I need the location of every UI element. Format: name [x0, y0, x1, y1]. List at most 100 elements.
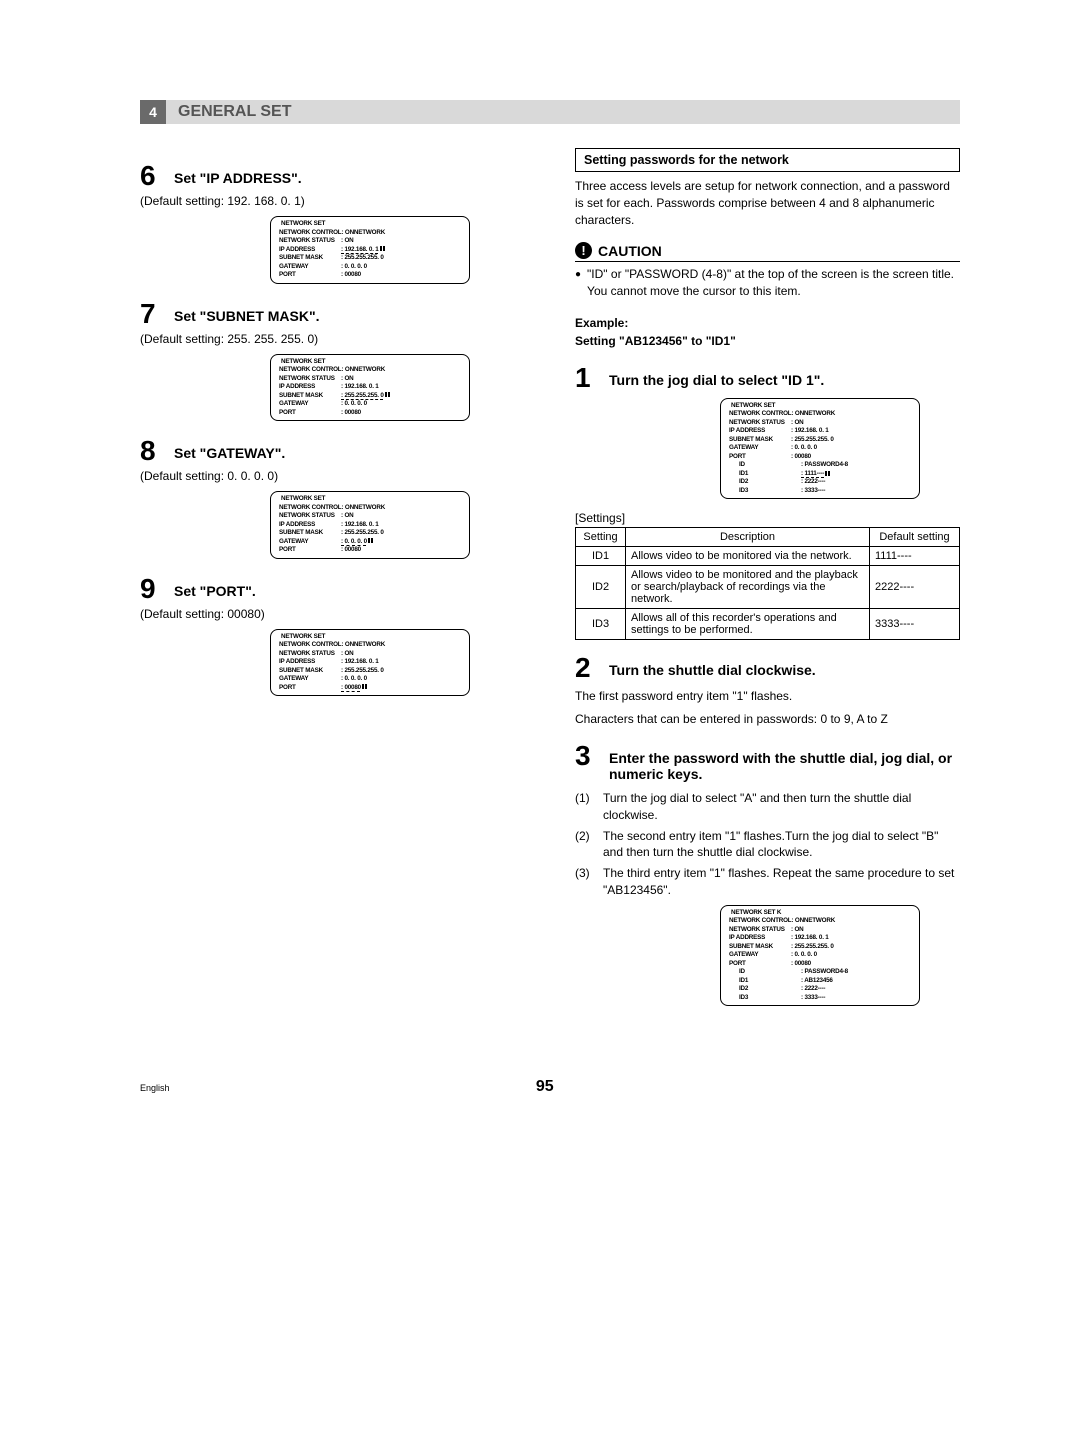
step-number: 1: [575, 364, 599, 392]
menu-row-label: PORT: [279, 409, 341, 418]
menu-row: IP ADDRESS: 192.168. 0. 1: [729, 934, 913, 943]
menu-row-label: PORT: [279, 546, 341, 555]
menu-row-label: PORT: [279, 271, 341, 280]
table-cell-desc: Allows all of this recorder's operations…: [626, 609, 870, 640]
menu-row-value: : 255.255.255. 0: [791, 943, 834, 952]
menu-row-value: : 00080: [791, 453, 811, 462]
list-item-text: The second entry item "1" flashes.Turn t…: [603, 828, 960, 862]
menu-row: NETWORK CONTROL: ONNETWORK: [279, 504, 463, 513]
menu-row-value: : 0. 0. 0. 0: [341, 263, 367, 272]
right-step-1: 1 Turn the jog dial to select "ID 1".: [575, 364, 960, 392]
menu-row-value: : 0. 0. 0. 0: [341, 675, 367, 684]
menu-row-value: : 255.255.255. 0: [341, 529, 384, 538]
menu-row: SUBNET MASK: 255.255.255. 0: [279, 667, 463, 676]
menu-header-line: NETWORK SET: [279, 633, 463, 642]
menu-row: NETWORK CONTROL: ONNETWORK: [729, 917, 913, 926]
menu-row-value: : 2222----: [801, 985, 825, 994]
menu-row-label: ID3: [739, 487, 801, 496]
step-title: Enter the password with the shuttle dial…: [609, 742, 960, 782]
menu-row-label: ID2: [739, 478, 801, 487]
menu-row: PORT: 00080: [279, 271, 463, 280]
left-step: 6Set "IP ADDRESS".: [140, 162, 525, 190]
menu-row-label: GATEWAY: [279, 263, 341, 272]
menu-row-label: ID1: [739, 977, 801, 986]
step-subtext: (Default setting: 255. 255. 255. 0): [140, 332, 525, 346]
caution-header: ! CAUTION: [575, 242, 960, 262]
list-item-number: (1): [575, 790, 597, 824]
step-title: Set "PORT".: [174, 575, 256, 599]
menu-row: NETWORK CONTROL: ONNETWORK: [279, 641, 463, 650]
section-title: GENERAL SET: [166, 100, 292, 124]
menu-row-label: NETWORK STATUS: [729, 926, 791, 935]
menu-row: NETWORK CONTROL: ONNETWORK: [279, 229, 463, 238]
menu-row-value: : 3333----: [801, 994, 825, 1003]
right-step-2: 2 Turn the shuttle dial clockwise.: [575, 654, 960, 682]
two-column-layout: 6Set "IP ADDRESS".(Default setting: 192.…: [140, 148, 960, 1018]
menu-row-value: : ON: [341, 237, 354, 246]
menu-row-label: NETWORK CONTROL: [279, 641, 341, 650]
menu-header-line: NETWORK SET: [729, 402, 913, 411]
menu-row: PORT: 00080: [279, 409, 463, 418]
menu-row: ID3: 3333----: [729, 994, 913, 1003]
settings-label: [Settings]: [575, 511, 960, 525]
intro-text: Three access levels are setup for networ…: [575, 178, 960, 228]
menu-row-label: IP ADDRESS: [279, 658, 341, 667]
left-step: 8Set "GATEWAY".: [140, 437, 525, 465]
list-item: (3)The third entry item "1" flashes. Rep…: [575, 865, 960, 899]
menu-row-label: GATEWAY: [279, 538, 341, 547]
caution-label: CAUTION: [598, 243, 662, 259]
left-column: 6Set "IP ADDRESS".(Default setting: 192.…: [140, 148, 525, 1018]
right-column: Setting passwords for the network Three …: [575, 148, 960, 1018]
menu-row-value: : 255.255.255. 0: [341, 392, 390, 401]
section-header: 4 GENERAL SET: [140, 100, 960, 124]
menu-row-value: : 00080: [341, 271, 361, 280]
caution-bullet: ● "ID" or "PASSWORD (4-8)" at the top of…: [575, 266, 960, 300]
menu-row: SUBNET MASK: 255.255.255. 0: [729, 436, 913, 445]
menu-row: GATEWAY: 0. 0. 0. 0: [279, 538, 463, 547]
menu-row-value: : 192.168. 0. 1: [791, 934, 829, 943]
menu-row-value: : 192.168. 0. 1: [341, 521, 379, 530]
menu-row-label: NETWORK STATUS: [279, 237, 341, 246]
menu-row-value: : ONNETWORK: [341, 366, 385, 375]
example-block: Example: Setting "AB123456" to "ID1": [575, 314, 960, 350]
menu-header-line: NETWORK SET: [279, 495, 463, 504]
list-item: (1)Turn the jog dial to select "A" and t…: [575, 790, 960, 824]
table-cell-id: ID2: [576, 566, 626, 609]
menu-row: SUBNET MASK: 255.255.255. 0: [279, 392, 463, 401]
menu-row: ID2: 2222----: [729, 985, 913, 994]
menu-row: ID2: 2222----: [729, 478, 913, 487]
menu-row-value: : ON: [341, 650, 354, 659]
menu-row-label: IP ADDRESS: [729, 934, 791, 943]
menu-row: NETWORK STATUS: ON: [279, 650, 463, 659]
menu-row-value: : PASSWORD4-8: [801, 968, 848, 977]
menu-header-line: NETWORK SET: [279, 358, 463, 367]
menu-row-value: : 192.168. 0. 1: [341, 658, 379, 667]
menu-row-label: SUBNET MASK: [279, 392, 341, 401]
menu-row-value: : 00080: [341, 684, 367, 693]
menu-row-label: ID: [739, 968, 801, 977]
menu-row: GATEWAY: 0. 0. 0. 0: [729, 951, 913, 960]
menu-row: NETWORK STATUS: ON: [729, 419, 913, 428]
menu-row: IP ADDRESS: 192.168. 0. 1: [279, 383, 463, 392]
menu-block: NETWORK SET KNETWORK CONTROL: ONNETWORKN…: [720, 905, 920, 1007]
numbered-list: (1)Turn the jog dial to select "A" and t…: [575, 790, 960, 899]
menu-row-value: : ONNETWORK: [791, 410, 835, 419]
menu-row: GATEWAY: 0. 0. 0. 0: [279, 263, 463, 272]
table-header-cell: Default setting: [870, 528, 960, 547]
step-title: Turn the shuttle dial clockwise.: [609, 654, 816, 682]
section-number: 4: [140, 100, 166, 124]
table-cell-desc: Allows video to be monitored via the net…: [626, 547, 870, 566]
menu-row: IP ADDRESS: 192.168. 0. 1: [279, 246, 463, 255]
menu-row: PORT: 00080: [729, 453, 913, 462]
menu-row-label: ID3: [739, 994, 801, 1003]
menu-row: ID: PASSWORD4-8: [729, 461, 913, 470]
menu-row-value: : ON: [341, 375, 354, 384]
menu-row: NETWORK STATUS: ON: [279, 237, 463, 246]
step-number: 7: [140, 300, 164, 328]
document-page: 4 GENERAL SET 6Set "IP ADDRESS".(Default…: [0, 0, 1080, 1156]
menu-row-label: ID2: [739, 985, 801, 994]
menu-row-value: : 255.255.255. 0: [791, 436, 834, 445]
menu-row: IP ADDRESS: 192.168. 0. 1: [279, 658, 463, 667]
menu-row: GATEWAY: 0. 0. 0. 0: [729, 444, 913, 453]
menu-row-value: : 00080: [341, 546, 361, 555]
